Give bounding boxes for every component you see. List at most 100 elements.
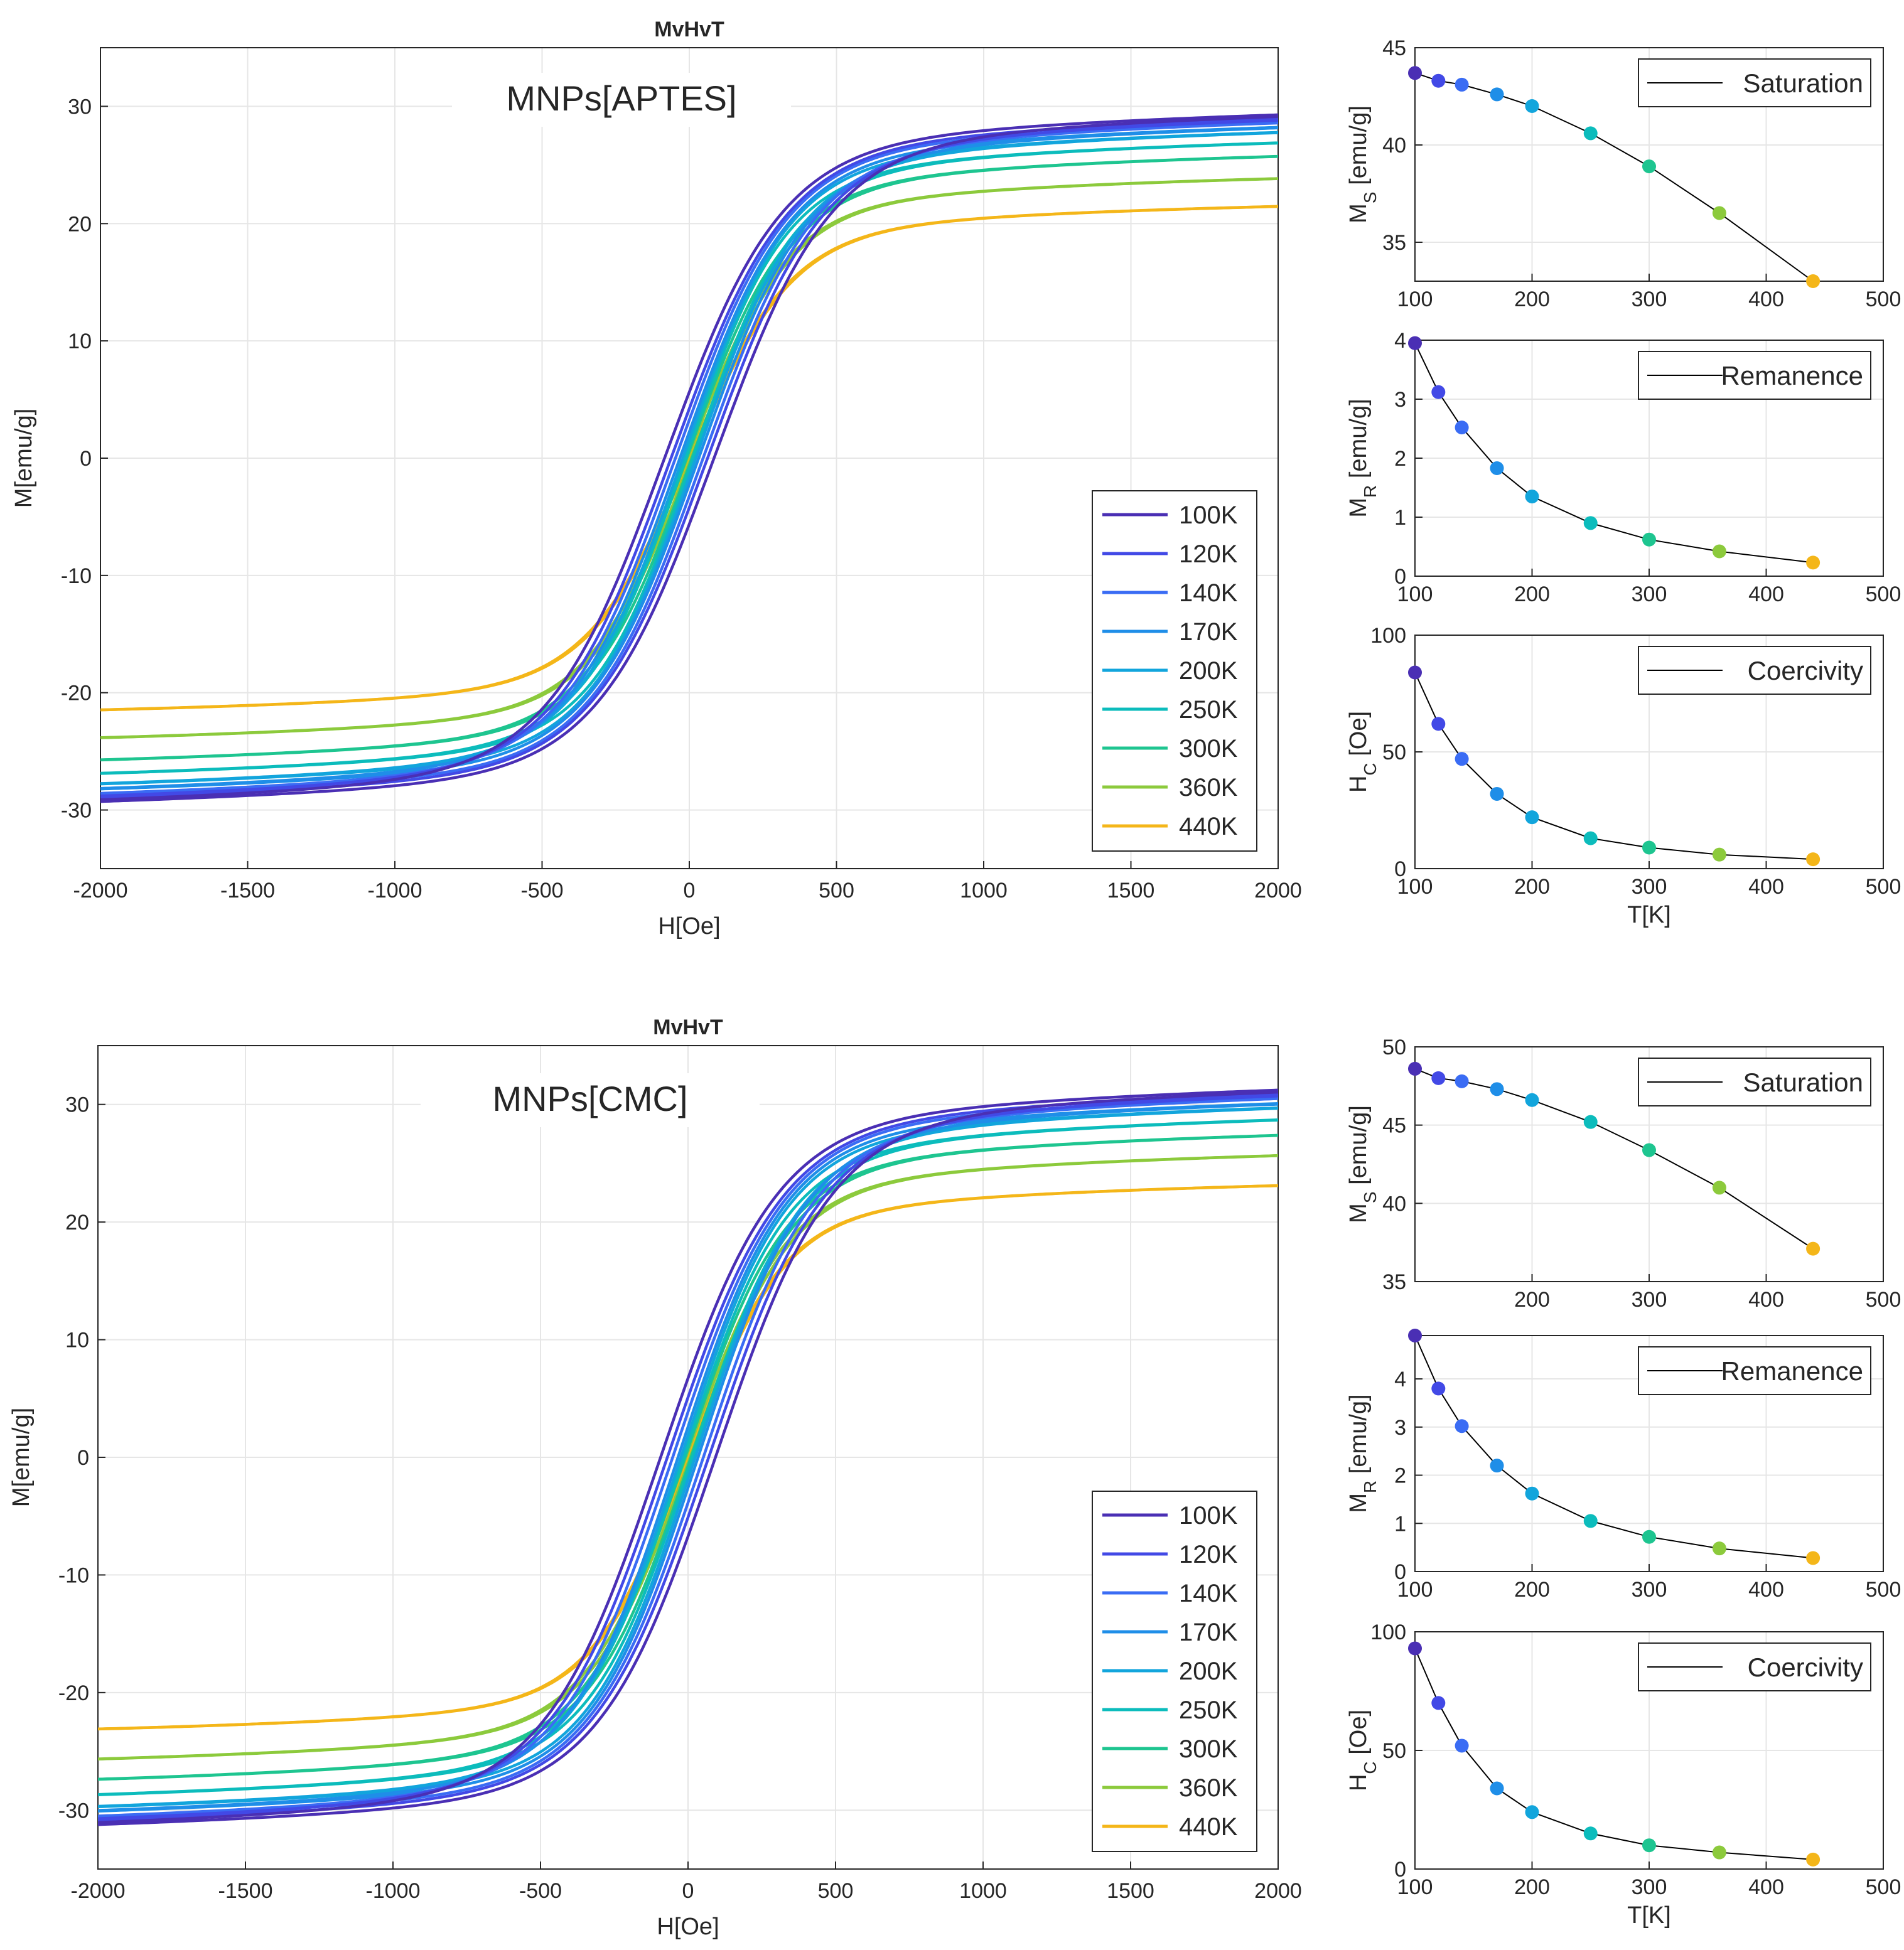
x-tick-label: 500 — [1866, 1875, 1901, 1899]
legend-label-300K: 300K — [1179, 1735, 1238, 1763]
y-tick-label: 0 — [80, 447, 92, 471]
data-point-440K — [1806, 1241, 1821, 1256]
y-tick-label: 3 — [1394, 1416, 1406, 1440]
x-tick-label: 500 — [819, 879, 854, 903]
x-tick-label: 2000 — [1254, 1879, 1302, 1903]
y-tick-label: 50 — [1382, 741, 1406, 764]
x-axis-label: T[K] — [1627, 1902, 1671, 1929]
y-tick-label: 100 — [1370, 624, 1406, 648]
x-tick-label: -1000 — [366, 1879, 421, 1903]
x-tick-label: -2000 — [73, 879, 128, 903]
y-axis-label: HC [Oe] — [1345, 1710, 1380, 1791]
small-chart-4: 100 200 300 400 500 0 1 2 3 4 MR [emu/g] Remanence — [1345, 1329, 1901, 1602]
x-tick-label: 200 — [1514, 875, 1550, 899]
y-tick-label: 10 — [68, 329, 92, 353]
y-tick-label: 35 — [1382, 231, 1406, 255]
series-line-100K-descending — [98, 1088, 1278, 1824]
data-point-140K — [1455, 77, 1469, 92]
x-tick-label: 400 — [1748, 287, 1784, 311]
x-tick-label: 300 — [1632, 287, 1667, 311]
data-point-300K — [1642, 840, 1656, 855]
data-point-120K — [1431, 73, 1446, 88]
legend-label-360K: 360K — [1179, 774, 1238, 801]
y-tick-label: 45 — [1382, 36, 1406, 60]
y-axis-label: MS [emu/g] — [1345, 1105, 1380, 1223]
legend-label: Saturation — [1743, 68, 1863, 98]
data-point-200K — [1525, 1093, 1539, 1107]
y-tick-label: 20 — [65, 1211, 89, 1235]
series-line-170K-descending — [100, 126, 1278, 790]
data-point-300K — [1642, 532, 1656, 547]
y-tick-label: 1 — [1394, 506, 1406, 530]
data-point-250K — [1583, 831, 1598, 845]
x-tick-label: 500 — [1866, 287, 1901, 311]
data-point-170K — [1490, 786, 1504, 801]
x-tick-label: 1000 — [960, 879, 1008, 903]
y-tick-label: 45 — [1382, 1114, 1406, 1138]
y-tick-label: 30 — [65, 1093, 89, 1117]
y-tick-label: -30 — [61, 799, 92, 823]
y-tick-label: -20 — [58, 1681, 89, 1705]
series-line-200K-descending — [98, 1106, 1278, 1808]
data-point-170K — [1490, 1781, 1504, 1796]
x-tick-label: -500 — [520, 879, 563, 903]
data-point-120K — [1431, 1381, 1446, 1396]
data-point-120K — [1431, 385, 1446, 399]
x-tick-label: 200 — [1514, 582, 1550, 606]
x-tick-label: 300 — [1632, 1875, 1667, 1899]
x-tick-label: 1000 — [959, 1879, 1007, 1903]
data-point-170K — [1490, 87, 1504, 102]
data-point-100K — [1408, 1329, 1422, 1342]
small-chart-3: 200 300 400 500 35 40 45 50 MS [emu/g] Saturation — [1345, 1036, 1901, 1312]
legend-label-250K: 250K — [1179, 1696, 1238, 1724]
data-point-360K — [1712, 1181, 1726, 1195]
data-point-300K — [1642, 1529, 1656, 1544]
data-point-440K — [1806, 852, 1821, 867]
y-tick-label: 0 — [1394, 1858, 1406, 1882]
small-chart-2: 100 200 300 400 500 0 50 100 HC [Oe] T[K] Coercivi… — [1345, 624, 1901, 928]
data-point-200K — [1525, 99, 1539, 113]
x-tick-label: 500 — [1866, 1288, 1901, 1312]
legend-label-140K: 140K — [1179, 579, 1238, 607]
main-chart-aptes: -2000 -1500 -1000 -500 0 500 1000 1500 2000 -30 -2… — [11, 18, 1302, 940]
sample-annotation: MNPs[CMC] — [492, 1079, 687, 1118]
y-tick-label: 100 — [1370, 1621, 1406, 1644]
data-point-440K — [1806, 1551, 1821, 1565]
x-tick-label: 500 — [1866, 582, 1901, 606]
legend-label-100K: 100K — [1179, 1502, 1238, 1529]
series-line-200K-descending — [100, 131, 1278, 785]
data-point-140K — [1455, 752, 1469, 766]
x-tick-label: 200 — [1514, 287, 1550, 311]
data-point-170K — [1490, 1082, 1504, 1096]
curves — [98, 1088, 1278, 1826]
x-tick-label: 200 — [1514, 1875, 1550, 1899]
x-tick-label: 200 — [1514, 1578, 1550, 1602]
y-tick-label: 50 — [1382, 1036, 1406, 1059]
data-point-360K — [1712, 206, 1726, 220]
legend-label-120K: 120K — [1179, 540, 1238, 568]
legend-label-170K: 170K — [1179, 618, 1238, 646]
y-tick-label: 0 — [1394, 565, 1406, 589]
x-axis-label: T[K] — [1627, 902, 1671, 928]
data-point-170K — [1490, 461, 1504, 475]
legend-label-300K: 300K — [1179, 735, 1238, 763]
x-tick-label: 2000 — [1254, 879, 1302, 903]
y-tick-label: 40 — [1382, 134, 1406, 158]
y-tick-label: -20 — [61, 682, 92, 705]
x-tick-label: 100 — [1397, 1578, 1433, 1602]
legend-label-100K: 100K — [1179, 501, 1238, 529]
y-tick-label: 10 — [65, 1329, 89, 1353]
y-tick-label: 35 — [1382, 1270, 1406, 1294]
legend-label: Remanence — [1721, 361, 1863, 390]
data-point-250K — [1583, 1514, 1598, 1528]
curves — [100, 113, 1278, 803]
data-point-360K — [1712, 544, 1726, 559]
y-axis-label: HC [Oe] — [1345, 711, 1380, 793]
x-tick-label: 300 — [1632, 1288, 1667, 1312]
x-tick-label: 1500 — [1107, 1879, 1154, 1903]
data-point-100K — [1408, 1641, 1422, 1656]
legend-label: Saturation — [1743, 1068, 1863, 1097]
x-tick-label: -1500 — [218, 1879, 273, 1903]
x-tick-label: 400 — [1748, 875, 1784, 899]
